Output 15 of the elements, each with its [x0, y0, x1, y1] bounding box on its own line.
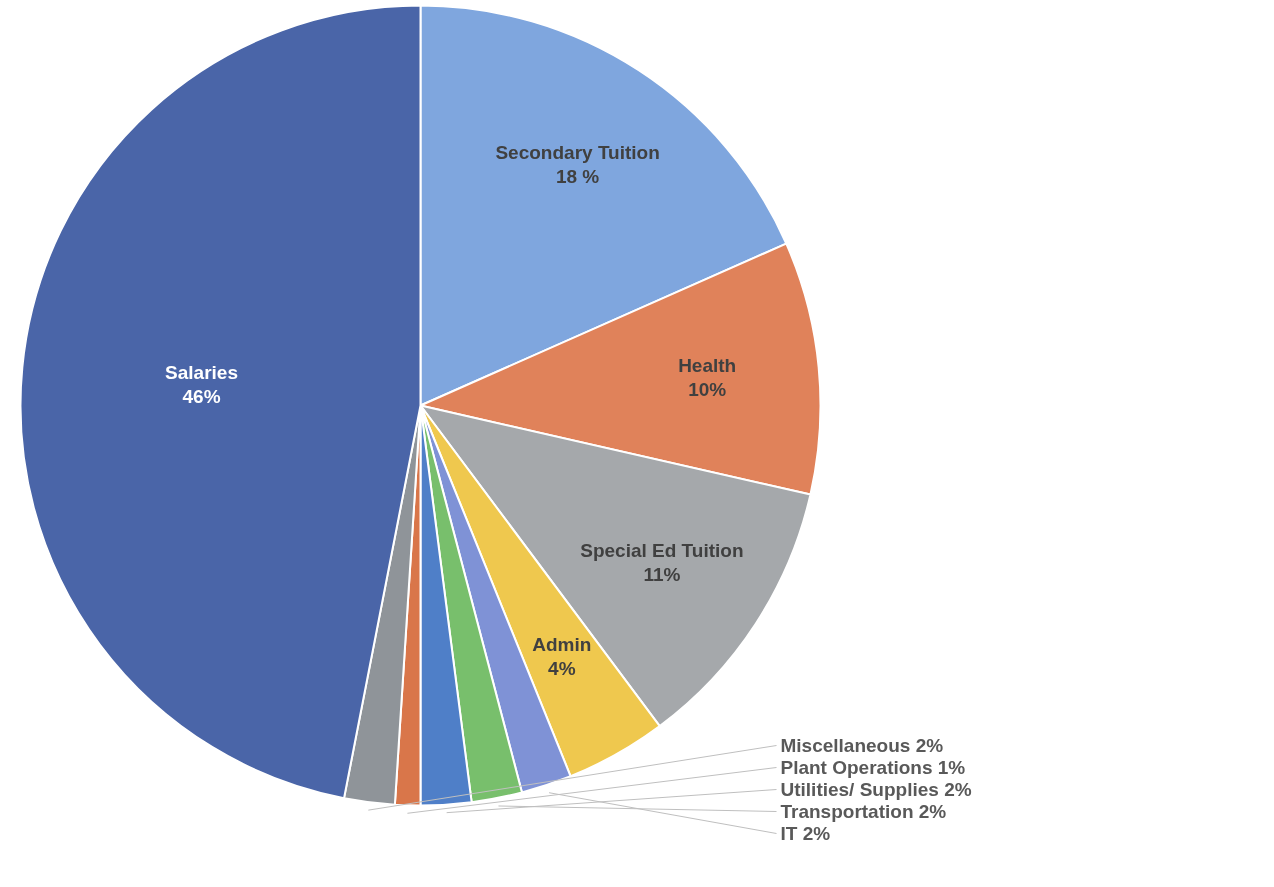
slice-label: Health: [678, 355, 737, 377]
slice-label: Admin: [532, 633, 592, 655]
data-label: 4%: [548, 657, 576, 679]
data-label: 46%: [182, 385, 221, 407]
slice-label: IT 2%: [780, 823, 831, 844]
data-label: 18 %: [555, 165, 600, 187]
data-label: 10%: [688, 379, 727, 401]
slice-label: Utilities/ Supplies 2%: [780, 779, 972, 800]
slice-label: Secondary Tuition: [495, 141, 660, 163]
slice-label: Miscellaneous 2%: [780, 735, 944, 756]
data-label: 11%: [643, 564, 681, 586]
slice-label: Special Ed Tuition: [580, 540, 744, 562]
slice-label: Salaries: [165, 361, 238, 383]
slice-label: Transportation 2%: [780, 801, 947, 822]
slice-label: Plant Operations 1%: [780, 757, 966, 778]
